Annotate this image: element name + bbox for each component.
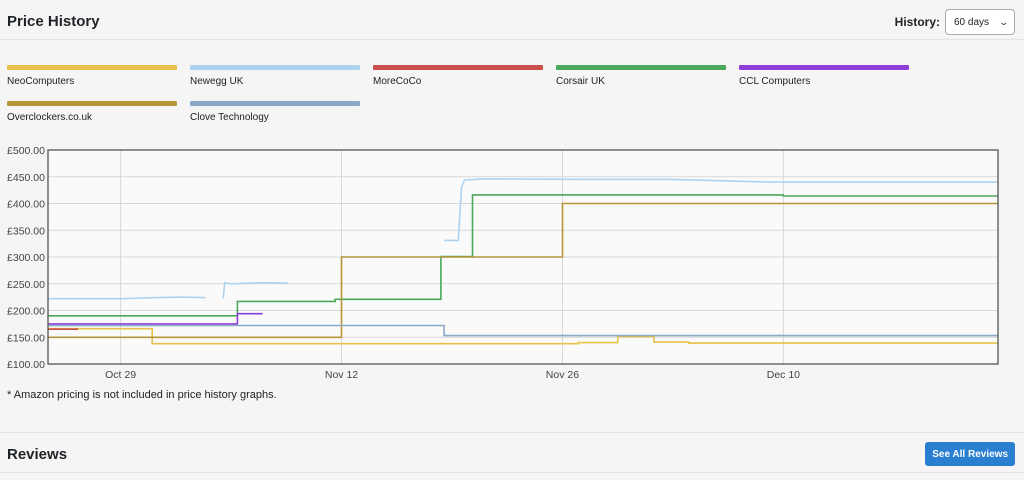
legend-item[interactable]: MoreCoCo (373, 65, 556, 87)
history-label: History: (894, 15, 940, 29)
price-history-chart: £100.00 £150.00 £200.00 £250.00 £300.00 £350.… (7, 145, 999, 380)
see-all-reviews-button[interactable]: See All Reviews (925, 442, 1015, 466)
legend-label: MoreCoCo (373, 76, 422, 87)
legend-label: CCL Computers (739, 76, 811, 87)
header-divider (0, 39, 1024, 40)
legend-swatch (556, 65, 726, 70)
plot-border (47, 149, 999, 365)
legend-swatch (7, 65, 177, 70)
x-tick-label: Dec 10 (767, 369, 800, 380)
page-title: Price History (7, 13, 100, 30)
y-tick-label: £350.00 (7, 225, 45, 237)
chevron-down-icon: ⌄ (998, 16, 1010, 27)
x-tick-label: Oct 29 (105, 369, 136, 380)
series-line (48, 312, 263, 325)
legend-label: NeoComputers (7, 76, 75, 87)
chart-legend: NeoComputers Newegg UK MoreCoCo Corsair UK C… (7, 65, 947, 123)
y-tick-label: £450.00 (7, 172, 45, 184)
legend-label: Overclockers.co.uk (7, 112, 93, 123)
legend-item[interactable]: Corsair UK (556, 65, 739, 87)
legend-swatch (190, 101, 360, 106)
legend-item[interactable]: Newegg UK (190, 65, 373, 87)
series-line (48, 202, 998, 339)
history-select[interactable]: 60 days ⌄ (945, 9, 1015, 35)
section-divider (0, 432, 1024, 433)
series-line (48, 194, 998, 317)
legend-item[interactable]: Clove Technology (190, 101, 373, 123)
legend-label: Corsair UK (556, 76, 605, 87)
y-tick-label: £100.00 (7, 359, 45, 371)
series-line (48, 327, 998, 345)
legend-swatch (7, 101, 177, 106)
legend-item[interactable]: CCL Computers (739, 65, 922, 87)
y-tick-label: £300.00 (7, 252, 45, 264)
legend-label: Clove Technology (190, 112, 269, 123)
y-tick-label: £500.00 (7, 145, 45, 157)
legend-swatch (373, 65, 543, 70)
legend-swatch (739, 65, 909, 70)
y-tick-label: £400.00 (7, 199, 45, 211)
x-tick-label: Nov 12 (325, 369, 358, 380)
series-line (48, 324, 998, 337)
x-tick-label: Nov 26 (546, 369, 579, 380)
reviews-title: Reviews (7, 446, 68, 463)
y-tick-label: £150.00 (7, 332, 45, 344)
series-line (48, 178, 998, 300)
y-tick-label: £200.00 (7, 306, 45, 318)
legend-swatch (190, 65, 360, 70)
history-control: History: 60 days ⌄ (895, 9, 1015, 35)
amazon-note: * Amazon pricing is not included in pric… (7, 389, 277, 401)
legend-item[interactable]: NeoComputers (7, 65, 190, 87)
history-select-value: 60 days (954, 16, 990, 28)
legend-item[interactable]: Overclockers.co.uk (7, 101, 190, 123)
reviews-divider (0, 472, 1024, 473)
legend-label: Newegg UK (190, 76, 244, 87)
y-tick-label: £250.00 (7, 279, 45, 291)
